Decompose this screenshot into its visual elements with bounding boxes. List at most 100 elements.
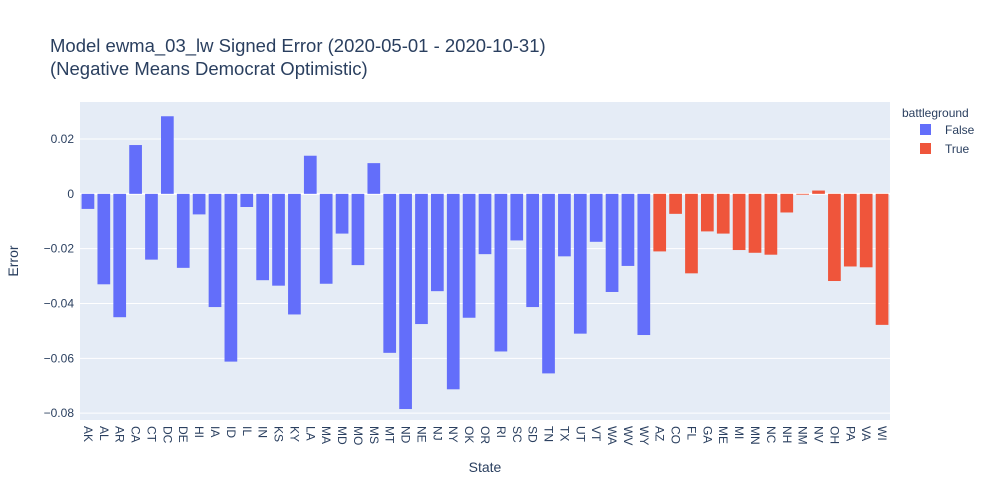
- chart-title: Model ewma_03_lw Signed Error (2020-05-0…: [50, 34, 546, 80]
- bar-wv[interactable]: [621, 193, 635, 266]
- bar-ok[interactable]: [462, 193, 476, 318]
- bar-co[interactable]: [669, 193, 682, 214]
- bar-ne[interactable]: [415, 193, 428, 325]
- bar-dc[interactable]: [161, 116, 174, 194]
- bar-nd[interactable]: [399, 193, 412, 410]
- bar-tx[interactable]: [558, 193, 571, 257]
- bar-nv[interactable]: [812, 190, 825, 194]
- bar-nm[interactable]: [796, 193, 809, 195]
- bar-ky[interactable]: [288, 193, 301, 315]
- bar-md[interactable]: [335, 193, 349, 234]
- bar-or[interactable]: [478, 193, 492, 255]
- bar-ms[interactable]: [367, 163, 381, 194]
- x-tick-label: SD: [526, 426, 540, 443]
- legend-swatch-false[interactable]: [920, 124, 931, 135]
- x-tick-label: MO: [351, 426, 365, 445]
- x-tick-label: VA: [859, 426, 873, 441]
- bar-ma[interactable]: [319, 193, 333, 284]
- bar-nh[interactable]: [780, 193, 794, 213]
- bar-mi[interactable]: [732, 193, 746, 251]
- bar-ri[interactable]: [494, 193, 508, 352]
- bar-ca[interactable]: [129, 145, 142, 194]
- bars: [81, 116, 889, 410]
- bar-al[interactable]: [97, 193, 111, 285]
- bar-mt[interactable]: [383, 193, 397, 353]
- x-tick-label: NC: [764, 426, 778, 444]
- bar-in[interactable]: [256, 193, 269, 281]
- bar-ut[interactable]: [573, 193, 587, 334]
- bar-wy[interactable]: [637, 193, 651, 336]
- bar-sd[interactable]: [526, 193, 539, 308]
- y-tick-label: −0.06: [44, 351, 75, 365]
- bar-pa[interactable]: [843, 193, 857, 267]
- x-tick-label: AR: [113, 426, 127, 443]
- bar-nj[interactable]: [431, 193, 444, 292]
- bar-il[interactable]: [240, 193, 254, 207]
- x-tick-label: MT: [383, 426, 397, 444]
- bar-va[interactable]: [859, 193, 873, 268]
- bar-fl[interactable]: [685, 193, 698, 274]
- legend[interactable]: battleground False True: [902, 106, 975, 156]
- legend-label-false[interactable]: False: [945, 123, 975, 137]
- x-tick-label: MN: [748, 426, 762, 445]
- y-axis-ticks: 0.02 0 −0.02 −0.04 −0.06 −0.08: [44, 132, 75, 420]
- bar-ga[interactable]: [701, 193, 714, 232]
- x-tick-label: NM: [796, 426, 810, 445]
- x-tick-label: CO: [669, 426, 683, 444]
- bar-ia[interactable]: [208, 193, 222, 308]
- x-tick-label: KY: [287, 426, 301, 442]
- bar-hi[interactable]: [192, 193, 206, 215]
- x-tick-label: PA: [843, 426, 857, 441]
- bar-id[interactable]: [224, 193, 238, 362]
- x-tick-label: LA: [303, 426, 317, 441]
- x-tick-label: TN: [542, 426, 556, 442]
- x-tick-label: NJ: [430, 426, 444, 441]
- bar-ny[interactable]: [446, 193, 460, 390]
- bar-ks[interactable]: [272, 193, 285, 286]
- legend-label-true[interactable]: True: [945, 142, 970, 156]
- bar-vt[interactable]: [589, 193, 603, 242]
- x-tick-label: ND: [399, 426, 413, 444]
- x-tick-label: IA: [208, 426, 222, 437]
- bar-ak[interactable]: [81, 193, 95, 209]
- x-tick-label: GA: [700, 426, 714, 443]
- x-tick-label: MA: [319, 426, 333, 444]
- x-tick-label: IL: [240, 426, 254, 436]
- x-tick-label: RI: [494, 426, 508, 438]
- bar-mn[interactable]: [748, 193, 762, 253]
- y-tick-label: 0.02: [51, 132, 75, 146]
- x-tick-label: CA: [129, 426, 143, 443]
- bar-de[interactable]: [176, 193, 190, 268]
- x-tick-label: ME: [716, 426, 730, 444]
- x-tick-label: FL: [684, 426, 698, 440]
- x-tick-label: OR: [478, 426, 492, 444]
- x-tick-label: AK: [81, 426, 95, 442]
- x-tick-label: NE: [414, 426, 428, 443]
- bar-mo[interactable]: [351, 193, 365, 266]
- y-tick-label: 0: [67, 187, 74, 201]
- x-tick-label: NY: [446, 426, 460, 443]
- x-tick-label: HI: [192, 426, 206, 438]
- x-tick-label: IN: [256, 426, 270, 438]
- bar-az[interactable]: [653, 193, 667, 252]
- bar-nc[interactable]: [764, 193, 778, 255]
- x-tick-label: ID: [224, 426, 238, 438]
- bar-oh[interactable]: [828, 193, 841, 282]
- bar-sc[interactable]: [510, 193, 524, 241]
- bar-me[interactable]: [716, 193, 730, 234]
- bar-ct[interactable]: [145, 193, 158, 260]
- bar-la[interactable]: [303, 155, 317, 194]
- bar-wi[interactable]: [875, 193, 889, 325]
- legend-swatch-true[interactable]: [920, 143, 931, 154]
- bar-ar[interactable]: [113, 193, 127, 318]
- y-tick-label: −0.02: [44, 242, 75, 256]
- bar-tn[interactable]: [542, 193, 555, 374]
- x-tick-label: DE: [176, 426, 190, 443]
- title-line: Model ewma_03_lw Signed Error (2020-05-0…: [50, 35, 546, 56]
- x-tick-label: CT: [144, 426, 158, 443]
- x-tick-label: NH: [780, 426, 794, 443]
- x-tick-label: TX: [557, 426, 571, 441]
- bar-wa[interactable]: [605, 193, 619, 292]
- x-tick-label: KS: [272, 426, 286, 442]
